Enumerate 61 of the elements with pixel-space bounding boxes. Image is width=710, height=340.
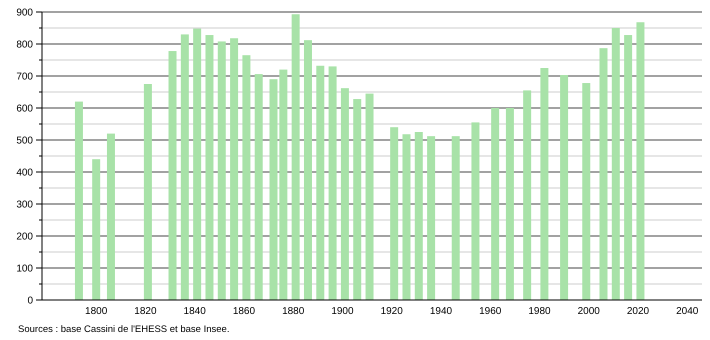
x-tick-label: 1800: [85, 306, 108, 317]
x-tick-label: 1840: [184, 306, 206, 317]
y-tick-label: 800: [16, 40, 34, 50]
bar: [304, 40, 312, 300]
bar: [366, 94, 374, 300]
source-note: Sources : base Cassini de l'EHESS et base Insee.: [18, 324, 230, 335]
y-tick-label: 0: [27, 296, 34, 306]
bar: [402, 134, 410, 300]
bar: [269, 79, 278, 300]
x-tick-label: 1820: [134, 306, 157, 317]
y-tick-label: 600: [16, 104, 34, 114]
bar: [491, 108, 500, 300]
x-tick-label: 1920: [380, 306, 404, 317]
bar: [180, 34, 189, 300]
bar: [471, 122, 480, 300]
bar: [193, 28, 202, 300]
y-tick-label: 400: [16, 168, 34, 178]
y-tick-label: 100: [16, 264, 34, 274]
bar: [340, 88, 349, 300]
x-tick-label: 1880: [282, 306, 305, 317]
x-tick-label: 1940: [430, 306, 453, 317]
bar: [612, 28, 620, 300]
bar: [106, 134, 115, 300]
bar: [414, 132, 423, 300]
x-tick-label: 2040: [676, 306, 699, 317]
y-tick-label: 300: [16, 200, 34, 210]
bar: [452, 136, 460, 300]
bar: [218, 41, 226, 300]
bar: [230, 38, 238, 300]
bar: [582, 83, 590, 300]
bar: [279, 70, 288, 300]
bar: [560, 75, 568, 300]
bar: [242, 55, 250, 300]
bar: [328, 66, 337, 300]
bar: [506, 108, 514, 300]
x-tick-label: 1860: [232, 306, 256, 317]
x-tick-label: 1900: [331, 306, 354, 317]
bar: [599, 48, 608, 300]
bar: [74, 102, 83, 300]
bar: [636, 22, 644, 300]
bar: [540, 68, 548, 300]
y-tick-label: 900: [16, 8, 34, 18]
bar: [523, 90, 532, 300]
y-tick-label: 200: [16, 232, 34, 242]
bar: [168, 51, 177, 300]
bar: [292, 14, 300, 300]
bar: [316, 66, 324, 300]
x-tick-label: 2020: [626, 306, 650, 317]
x-tick-label: 2000: [578, 306, 600, 317]
bar: [205, 35, 214, 300]
bar: [92, 159, 100, 300]
bar: [254, 74, 263, 300]
y-tick-label: 700: [16, 72, 34, 82]
x-tick-label: 1980: [528, 306, 552, 317]
bar: [624, 35, 632, 300]
bar: [144, 84, 152, 300]
x-tick-label: 1960: [479, 306, 502, 317]
bar: [427, 136, 436, 300]
bar: [390, 127, 398, 300]
y-tick-label: 500: [16, 136, 34, 146]
bar: [353, 99, 362, 300]
